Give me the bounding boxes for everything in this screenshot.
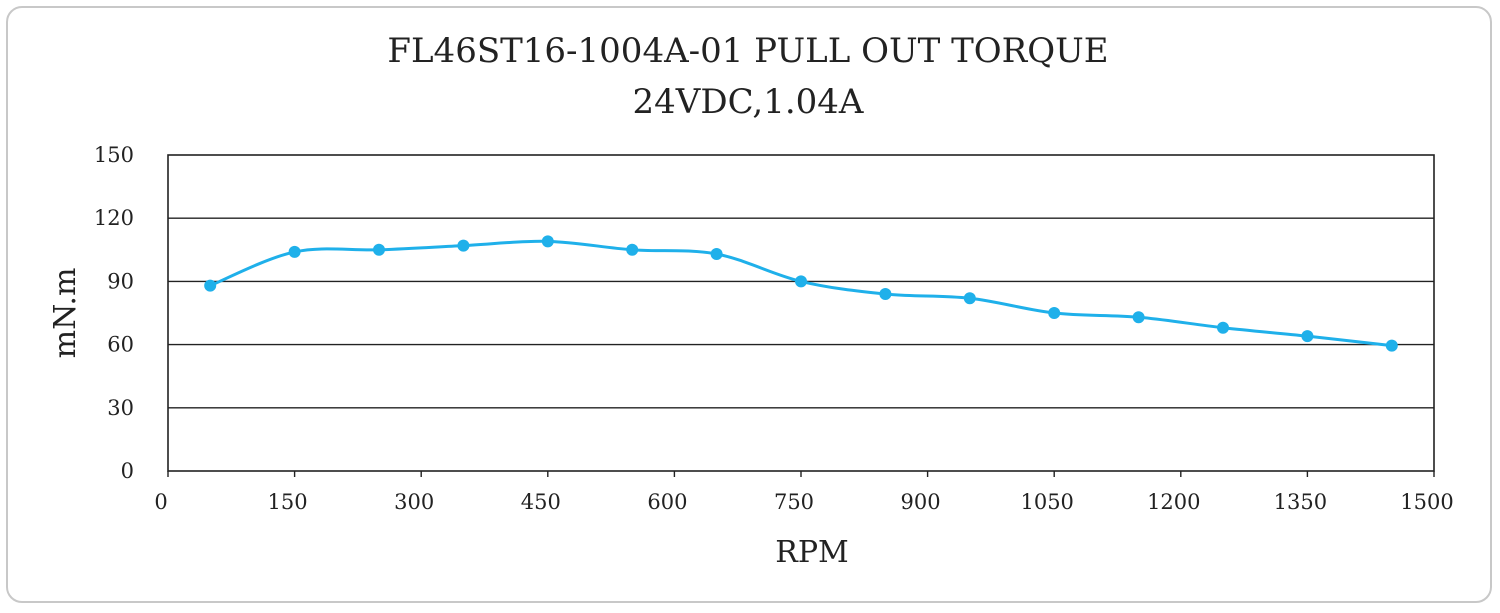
x-tick-labels: 0 150 300 450 600 750 900 1050 1200 1350 1500 bbox=[154, 471, 1454, 514]
data-point bbox=[204, 279, 217, 292]
data-point bbox=[795, 275, 807, 288]
data-point bbox=[1301, 330, 1314, 343]
data-point bbox=[963, 292, 976, 305]
x-tick-label: 1200 bbox=[1147, 490, 1200, 514]
data-point bbox=[1132, 311, 1145, 324]
data-point bbox=[541, 235, 554, 248]
x-tick-label: 1050 bbox=[1020, 490, 1073, 514]
x-axis-label: RPM bbox=[775, 535, 849, 570]
x-tick-label: 0 bbox=[154, 490, 167, 514]
y-tick-label: 60 bbox=[107, 333, 134, 357]
y-tick-label: 150 bbox=[94, 143, 134, 167]
x-tick-label: 300 bbox=[394, 490, 434, 514]
x-tick-label: 450 bbox=[521, 490, 561, 514]
data-point bbox=[288, 245, 301, 258]
gridlines bbox=[168, 217, 1434, 409]
plot-area-border bbox=[167, 154, 1435, 472]
y-tick-label: 30 bbox=[107, 396, 134, 420]
data-point bbox=[1217, 321, 1229, 334]
y-tick-label: 0 bbox=[121, 459, 134, 483]
x-tick-label: 150 bbox=[268, 490, 308, 514]
chart-title: FL46ST16-1004A-01 PULL OUT TORQUE bbox=[387, 31, 1108, 71]
x-tick-label: 1500 bbox=[1400, 490, 1453, 514]
x-tick-label: 1350 bbox=[1274, 490, 1327, 514]
x-tick-label: 750 bbox=[774, 490, 814, 514]
x-tick-label: 900 bbox=[901, 490, 941, 514]
data-point bbox=[457, 239, 470, 252]
data-point bbox=[1048, 307, 1061, 319]
y-tick-labels: 0 30 60 90 120 150 bbox=[94, 143, 134, 483]
data-point bbox=[373, 243, 385, 256]
y-axis-label: mN.m bbox=[48, 268, 83, 359]
y-tick-label: 120 bbox=[94, 206, 134, 230]
data-point bbox=[710, 248, 723, 261]
data-point bbox=[1385, 339, 1398, 352]
chart-frame bbox=[6, 6, 1492, 603]
y-tick-label: 90 bbox=[107, 269, 134, 293]
x-tick-label: 600 bbox=[647, 490, 687, 514]
series-line bbox=[209, 239, 1392, 348]
chart-subtitle: 24VDC,1.04A bbox=[633, 82, 864, 122]
series-torque bbox=[204, 235, 1398, 352]
data-point bbox=[879, 288, 892, 301]
data-point bbox=[626, 243, 639, 256]
